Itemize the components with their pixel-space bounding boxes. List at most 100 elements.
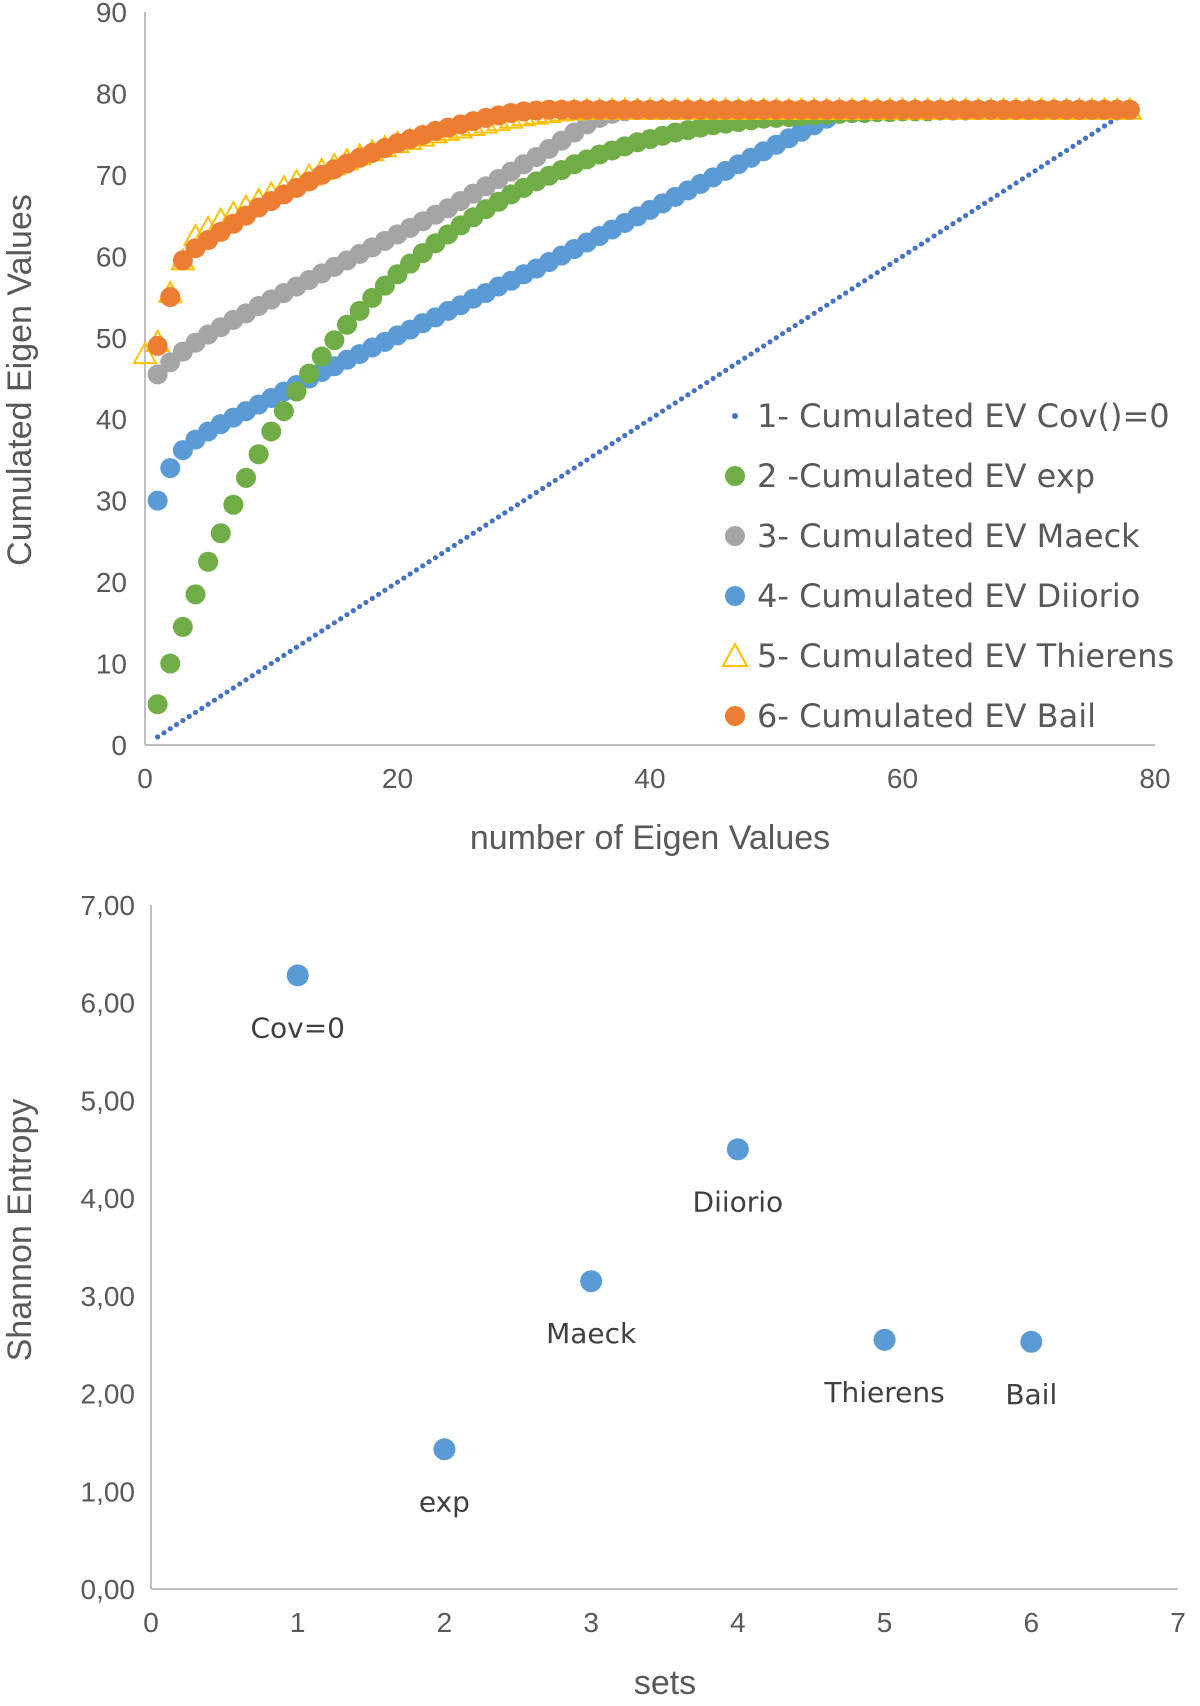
data-point — [729, 363, 735, 369]
data-point — [868, 274, 874, 280]
data-point — [830, 298, 836, 304]
data-point — [1032, 168, 1038, 174]
data-point — [186, 713, 192, 720]
x-tick-label: 40 — [634, 763, 665, 794]
data-point — [218, 693, 224, 699]
data-point — [873, 1328, 896, 1351]
data-point — [521, 498, 527, 504]
data-point — [798, 318, 805, 325]
data-point — [256, 669, 262, 675]
data-point — [198, 551, 219, 572]
data-point — [173, 722, 180, 728]
cumulated-eigen-values-chart: 0 10 20 30 40 50 60 70 80 90 0 20 40 60 80 1- Cumulate… — [1, 0, 1174, 857]
x-axis-title: number of Eigen Values — [470, 819, 830, 857]
data-point — [223, 494, 244, 515]
data-point — [147, 335, 168, 356]
data-point — [1013, 180, 1019, 186]
data-point — [1051, 156, 1057, 162]
data-point — [596, 449, 603, 455]
data-point — [319, 628, 325, 634]
point-maeck: Maeck — [546, 1270, 637, 1350]
data-point — [349, 300, 370, 321]
data-point — [634, 424, 640, 430]
legend-item-cov0: 1- Cumulated EV Cov()=0 — [732, 397, 1170, 435]
data-point — [464, 534, 470, 540]
data-point — [641, 420, 647, 426]
data-point — [540, 485, 546, 492]
data-point — [735, 359, 741, 365]
y-tick-label: 30 — [96, 486, 127, 517]
data-point — [160, 653, 181, 674]
y-tick-label: 0 — [111, 730, 127, 761]
data-point — [767, 339, 773, 345]
data-point — [672, 400, 678, 406]
data-point — [433, 1438, 456, 1461]
data-point — [300, 640, 306, 646]
legend-item-bail: 6- Cumulated EV Bail — [725, 697, 1096, 735]
y-tick-label: 70 — [96, 160, 127, 191]
data-point — [559, 473, 565, 479]
data-point — [211, 697, 218, 703]
y-tick-label: 90 — [96, 0, 127, 28]
legend-marker — [725, 526, 745, 546]
data-point — [546, 481, 552, 487]
data-point — [394, 579, 401, 585]
legend-label: 4- Cumulated EV Diiorio — [757, 577, 1140, 615]
data-label: Bail — [1005, 1378, 1057, 1411]
y-tick-label: 1,00 — [81, 1476, 136, 1507]
y-axis-title: Cumulated Eigen Values — [1, 194, 39, 566]
data-point — [357, 603, 363, 610]
data-point — [906, 249, 912, 255]
legend-marker — [725, 706, 745, 726]
data-point — [132, 340, 158, 365]
data-point — [514, 502, 521, 508]
data-point — [172, 250, 193, 271]
y-tick-label: 60 — [96, 241, 127, 272]
data-point — [180, 717, 186, 724]
data-point — [899, 253, 906, 259]
data-point — [981, 200, 988, 206]
data-point — [843, 290, 849, 296]
data-point — [565, 469, 571, 475]
data-point — [862, 278, 868, 284]
data-point — [243, 677, 249, 683]
data-point — [236, 467, 256, 488]
data-point — [192, 709, 199, 716]
data-point — [388, 583, 394, 589]
x-tick-label: 80 — [1139, 763, 1170, 794]
data-point — [893, 257, 899, 264]
data-point — [199, 705, 205, 711]
data-point — [678, 396, 685, 402]
x-axis-title: sets — [634, 1664, 696, 1702]
data-point — [647, 416, 653, 422]
data-point — [761, 343, 767, 349]
data-point — [312, 632, 319, 638]
data-point — [925, 237, 931, 243]
data-point — [887, 261, 893, 268]
data-point — [950, 221, 956, 227]
data-point — [407, 571, 413, 577]
legend-label: 5- Cumulated EV Thierens — [757, 637, 1174, 675]
data-label: Diiorio — [693, 1185, 784, 1218]
data-point — [1070, 143, 1076, 149]
data-point — [849, 286, 855, 292]
data-point — [420, 563, 426, 569]
data-point — [237, 681, 243, 687]
data-point — [527, 493, 533, 500]
data-point — [362, 287, 383, 308]
y-tick-label: 3,00 — [81, 1281, 136, 1312]
data-point — [281, 652, 287, 659]
legend-label: 6- Cumulated EV Bail — [757, 697, 1096, 735]
point-exp: exp — [419, 1438, 470, 1518]
data-point — [432, 555, 438, 561]
data-point — [382, 587, 388, 593]
data-point — [622, 432, 628, 439]
data-point — [274, 656, 281, 663]
legend-item-thierens: 5- Cumulated EV Thierens — [721, 637, 1174, 675]
data-point — [786, 327, 792, 333]
data-point — [1095, 127, 1101, 133]
data-point — [590, 453, 596, 459]
data-label: Maeck — [546, 1317, 637, 1350]
data-point — [287, 648, 293, 654]
data-point — [147, 364, 168, 385]
